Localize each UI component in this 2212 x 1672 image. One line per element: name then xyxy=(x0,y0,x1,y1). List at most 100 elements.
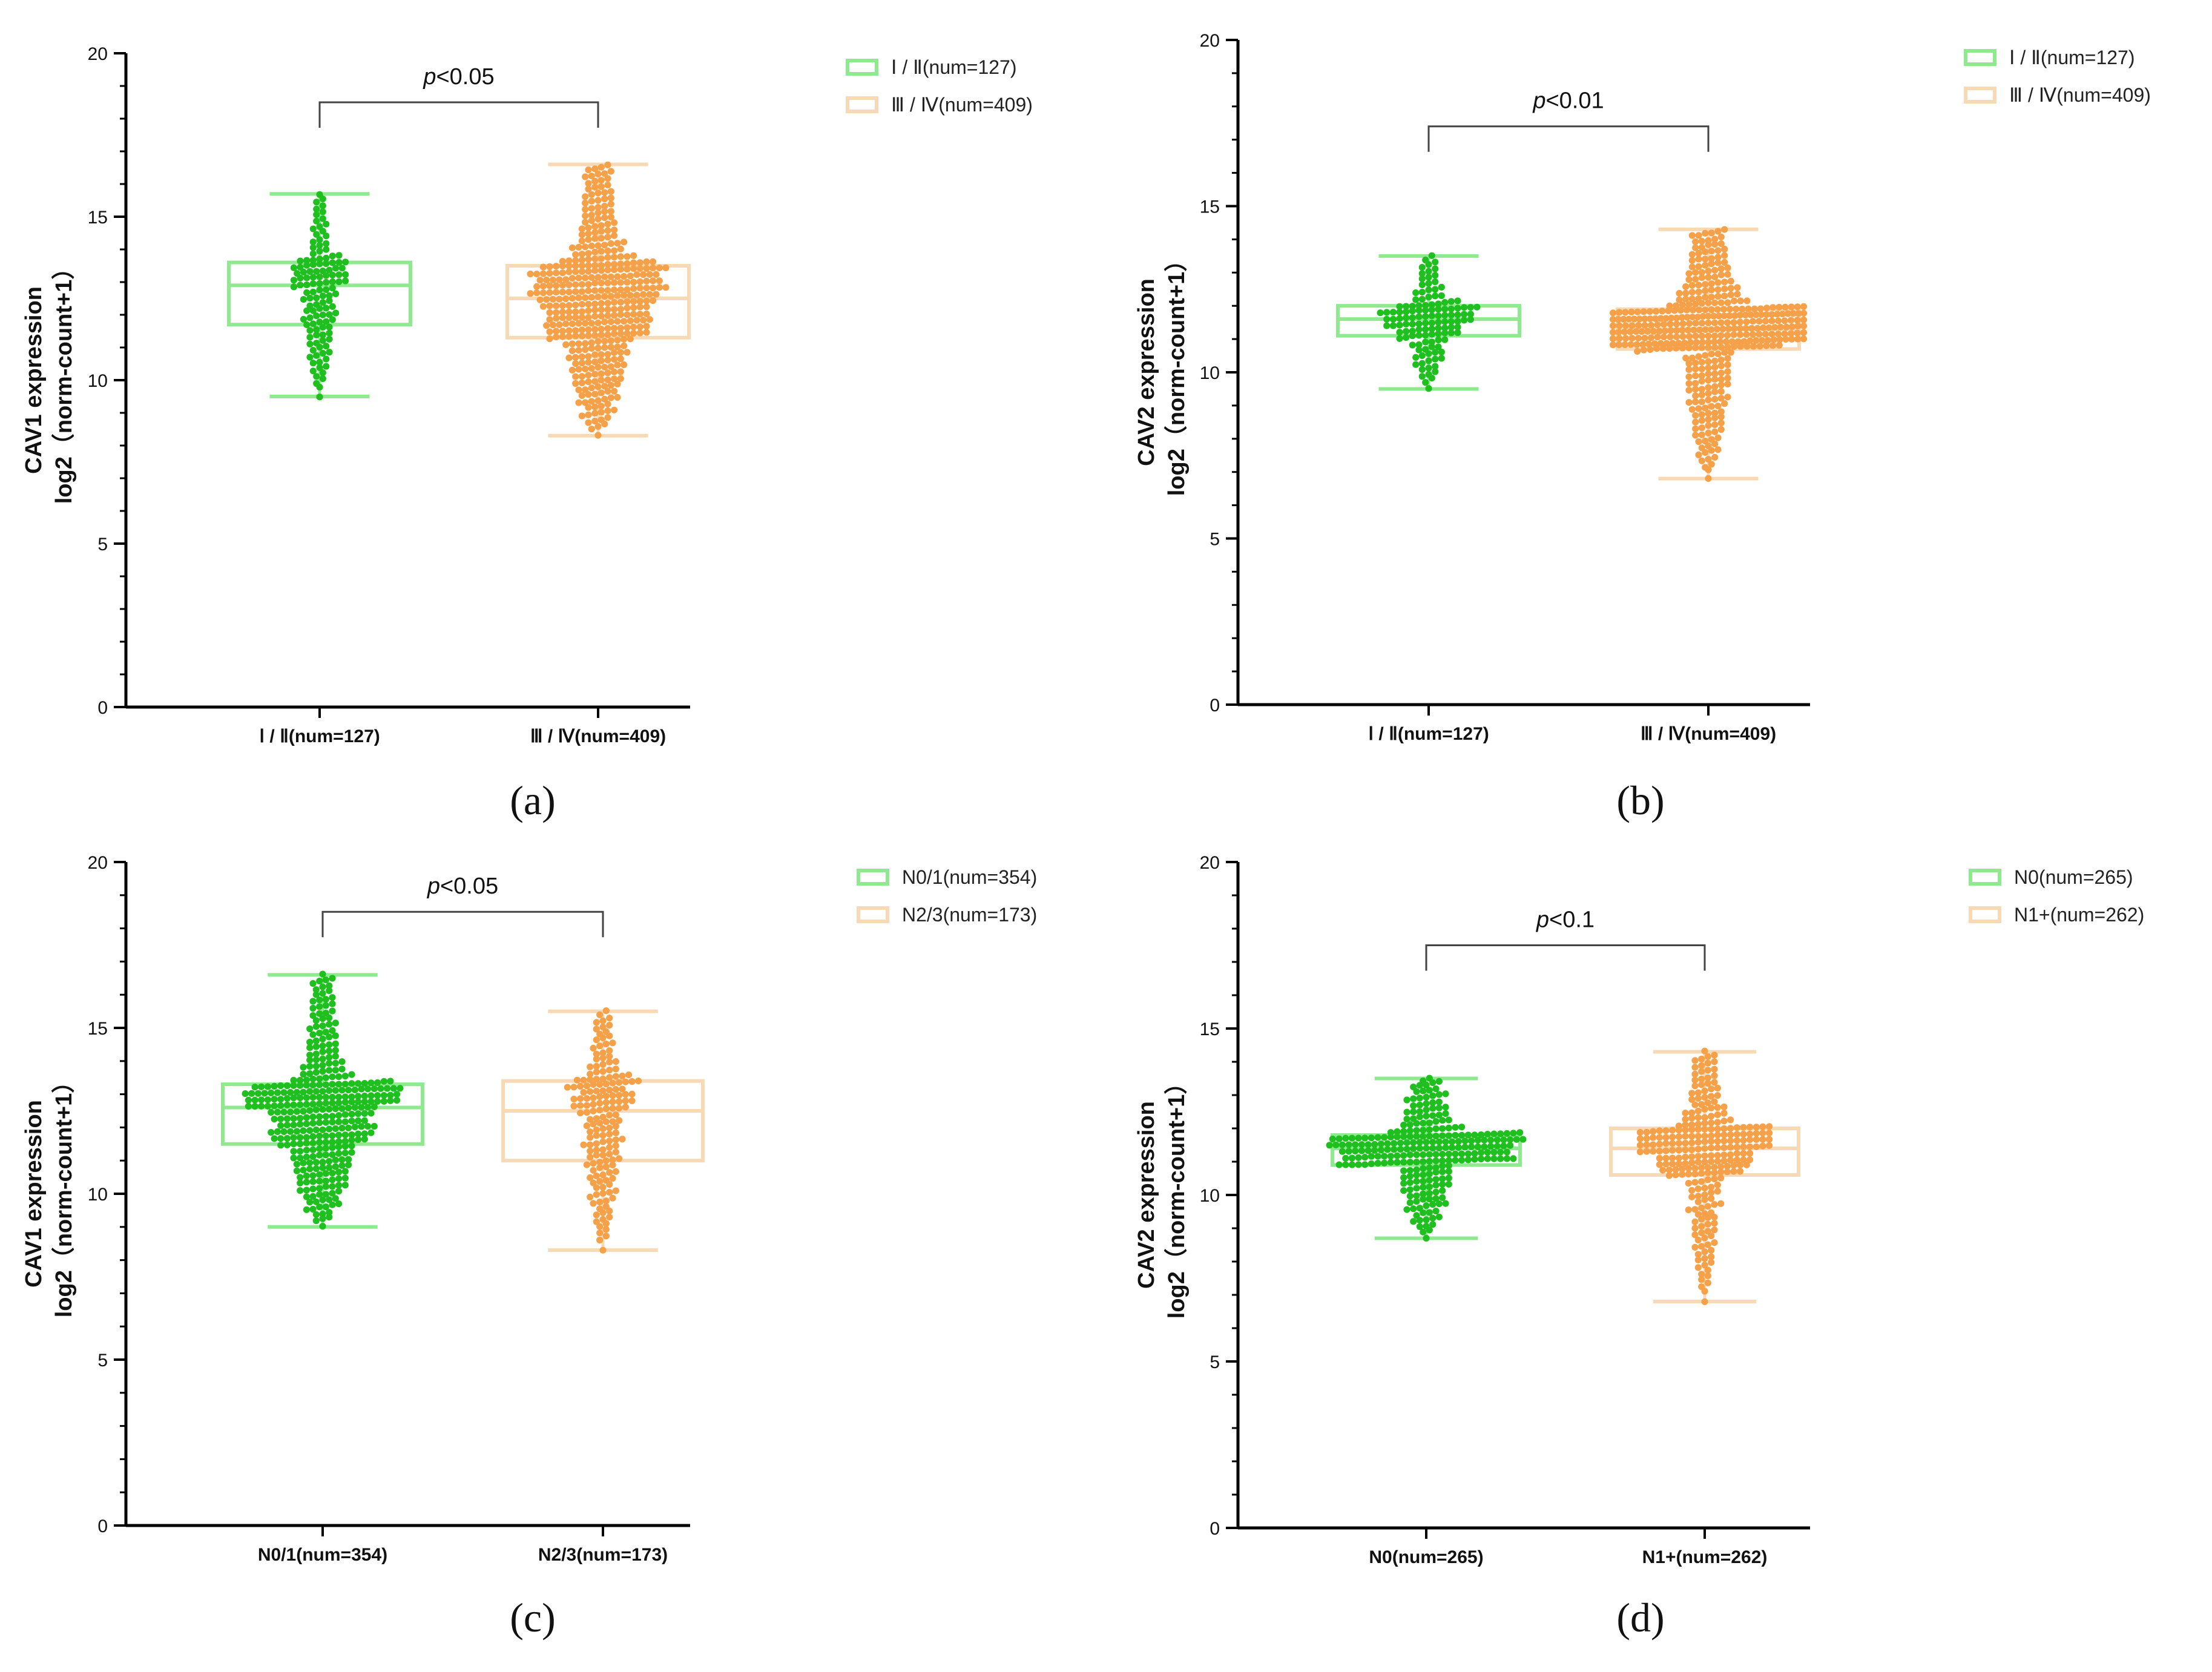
data-point xyxy=(1763,311,1770,318)
data-point xyxy=(313,231,320,238)
data-point xyxy=(1788,303,1795,311)
data-point xyxy=(591,229,599,236)
data-point xyxy=(617,306,624,313)
data-point xyxy=(1714,1125,1721,1133)
data-point xyxy=(1771,324,1779,331)
data-point xyxy=(1682,283,1690,291)
data-point xyxy=(329,1144,336,1151)
data-point xyxy=(1374,1160,1381,1167)
data-point xyxy=(582,294,589,301)
data-point xyxy=(1724,380,1731,388)
data-point xyxy=(617,260,624,268)
data-point xyxy=(582,243,589,251)
data-point xyxy=(329,316,336,323)
data-point xyxy=(303,262,311,269)
data-point xyxy=(611,286,618,294)
data-point xyxy=(280,1128,288,1135)
data-point xyxy=(609,1092,616,1099)
data-point xyxy=(1447,305,1455,312)
data-point xyxy=(387,1091,394,1099)
data-point xyxy=(583,1095,591,1102)
data-point xyxy=(591,248,599,255)
data-point xyxy=(1698,411,1705,418)
data-point xyxy=(646,316,653,323)
data-point xyxy=(1432,286,1439,293)
significance-bracket xyxy=(321,910,604,938)
data-point xyxy=(1708,1132,1715,1139)
data-point xyxy=(316,286,323,294)
data-point xyxy=(1708,1085,1715,1093)
data-point xyxy=(1692,372,1699,380)
data-point xyxy=(1720,306,1727,313)
data-point xyxy=(1403,303,1410,310)
data-point xyxy=(1647,346,1654,354)
data-point xyxy=(1445,1168,1452,1175)
data-point xyxy=(1704,1279,1711,1286)
data-point xyxy=(1410,1139,1417,1146)
data-point xyxy=(602,1233,610,1240)
data-point xyxy=(1641,334,1648,342)
data-point xyxy=(326,292,333,299)
data-point xyxy=(591,332,599,339)
data-point xyxy=(290,1082,297,1089)
data-point xyxy=(355,1110,362,1117)
data-point xyxy=(1698,1223,1705,1230)
data-point xyxy=(341,1137,349,1145)
x-category-label: N0/1(num=354) xyxy=(258,1545,387,1565)
data-point xyxy=(1672,1171,1679,1179)
data-point xyxy=(546,316,553,323)
y-tick-label: 0 xyxy=(97,1516,108,1536)
data-point xyxy=(596,1042,604,1050)
data-point xyxy=(316,1113,323,1121)
data-point xyxy=(1464,1131,1472,1139)
data-point xyxy=(1705,384,1712,391)
data-point xyxy=(1714,403,1722,410)
data-point xyxy=(1711,428,1719,435)
data-point xyxy=(280,1089,288,1096)
data-point xyxy=(322,1002,329,1009)
data-point xyxy=(587,1141,594,1148)
data-point xyxy=(1711,414,1719,421)
data-point xyxy=(1447,324,1455,331)
y-tick-label: 20 xyxy=(1200,31,1220,51)
data-point xyxy=(1410,1205,1417,1213)
data-point xyxy=(1694,1198,1702,1205)
data-point xyxy=(578,392,586,400)
data-point xyxy=(588,173,595,180)
data-point xyxy=(1731,343,1738,351)
data-point xyxy=(611,247,618,254)
data-point xyxy=(624,304,631,312)
data-point xyxy=(309,1031,317,1038)
data-point xyxy=(611,279,618,286)
data-point xyxy=(599,1068,607,1075)
data-point xyxy=(1692,320,1699,327)
data-point xyxy=(1733,1144,1740,1151)
data-point xyxy=(590,1094,597,1102)
data-point xyxy=(1420,1087,1427,1094)
data-point xyxy=(306,1127,314,1134)
data-point xyxy=(1762,317,1769,325)
data-point xyxy=(283,1101,291,1108)
data-point xyxy=(593,1132,600,1139)
data-point xyxy=(1429,1105,1437,1112)
data-point xyxy=(1403,334,1410,341)
data-point xyxy=(559,281,567,289)
data-point xyxy=(309,1153,317,1160)
data-point xyxy=(1682,1147,1689,1154)
data-point xyxy=(1711,1201,1718,1208)
data-point xyxy=(616,1105,623,1112)
data-point xyxy=(594,209,602,217)
data-point xyxy=(326,329,333,337)
data-point xyxy=(387,1078,394,1085)
data-point xyxy=(1714,306,1721,313)
data-point xyxy=(1717,240,1725,248)
data-point xyxy=(1781,317,1788,324)
data-point xyxy=(572,332,579,340)
data-point xyxy=(1727,1151,1734,1158)
p-value-label: p<0.1 xyxy=(1536,907,1595,933)
data-point xyxy=(1400,1159,1407,1166)
data-point xyxy=(602,1105,610,1112)
data-point xyxy=(1461,1144,1469,1151)
data-point xyxy=(1445,1124,1452,1131)
data-point xyxy=(1445,1132,1452,1139)
